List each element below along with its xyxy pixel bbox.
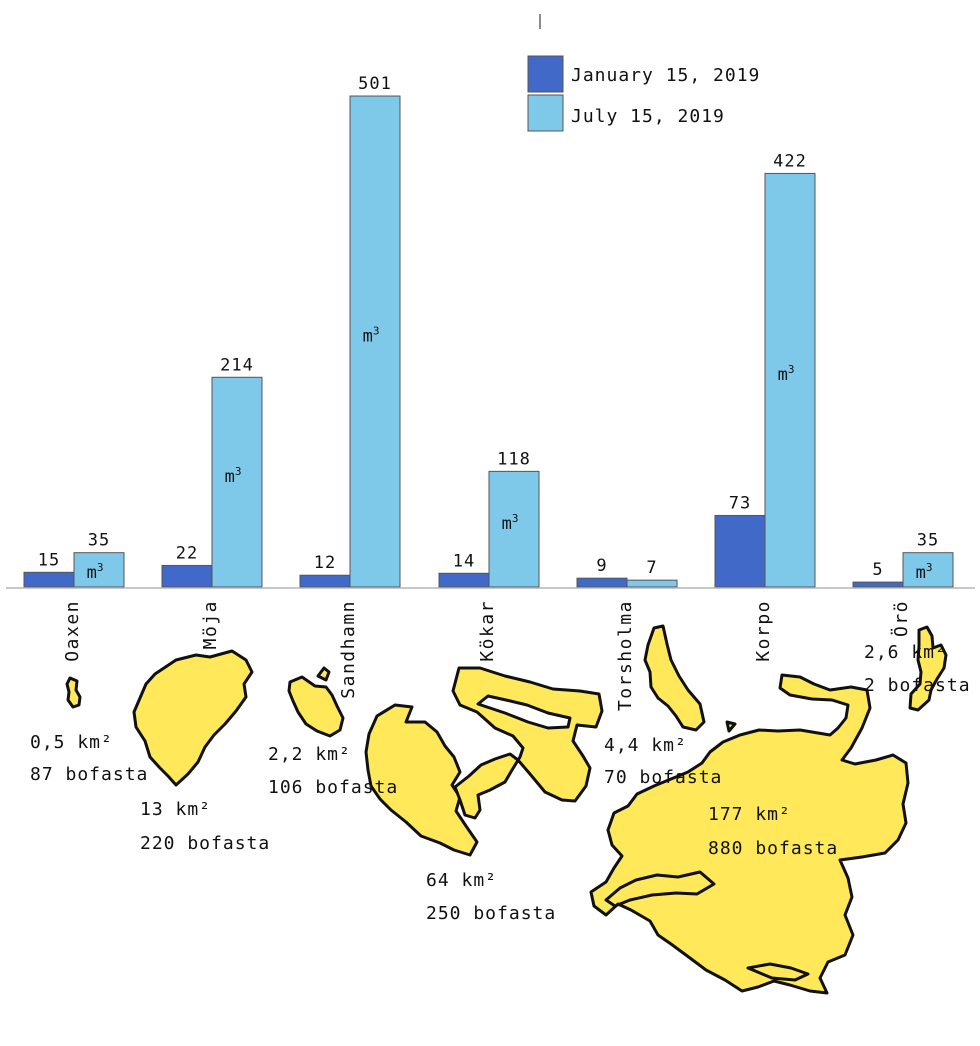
category-label-oaxen: Oaxen [62,600,83,662]
island-area-oro: 2,6 km² [864,642,947,663]
bar-möja-july [211,376,263,588]
island-area-korpo: 177 km² [708,804,791,825]
labels-layer: 1535m3Oaxen22214m3Möja12501m3Sandhamn141… [38,74,939,711]
island-residents-moja: 220 bofasta [140,833,270,854]
island-oro-shape [908,625,948,712]
island-residents-oaxen: 87 bofasta [30,764,148,785]
data-label-torsholma-january: 9 [596,556,607,576]
island-korpo-shape [589,673,910,995]
island-oaxen-shape [65,676,82,709]
data-label-örö-july: 35 [917,531,939,551]
bar-örö-january [852,581,904,588]
data-label-sandhamn-january: 12 [314,553,336,573]
bar-kökar-july [488,470,540,588]
island-area-moja: 13 km² [140,799,211,820]
island-residents-sandhamn: 106 bofasta [268,777,398,798]
bar-kökar-january [438,572,490,588]
island-residents-kokar: 250 bofasta [426,903,556,924]
data-label-kökar-january: 14 [453,551,475,571]
bar-torsholma-july [626,579,678,588]
bar-sandhamn-july [349,95,401,588]
island-area-kokar: 64 km² [426,870,497,891]
island-sandhamn-shape [287,666,345,738]
category-label-möja: Möja [200,600,221,649]
bar-sandhamn-january [299,574,351,588]
island-annotations: 0,5 km² 87 bofasta 13 km² 220 bofasta 2,… [30,642,971,924]
bar-korpo-january [714,514,766,588]
data-label-möja-january: 22 [176,543,198,563]
category-label-örö: Örö [890,600,912,637]
data-label-möja-july: 214 [220,355,254,375]
bars-layer [23,95,954,588]
bar-korpo-july [764,172,816,588]
category-label-korpo: Korpo [753,600,774,662]
data-label-korpo-july: 422 [773,151,807,171]
data-label-oaxen-january: 15 [38,550,60,570]
island-torsholma-shape [643,624,706,732]
bar-oaxen-january [23,571,75,588]
legend-swatch-january [527,55,564,93]
data-label-torsholma-july: 7 [646,558,657,578]
category-label-torsholma: Torsholma [615,600,636,711]
island-moja-shape [132,649,254,787]
island-area-sandhamn: 2,2 km² [268,744,351,765]
data-label-oaxen-july: 35 [88,531,110,551]
category-label-kökar: Kökar [477,600,498,662]
island-kokar-east-shape [451,666,604,820]
island-area-torsholma: 4,4 km² [604,735,687,756]
island-residents-oro: 2 bofasta [864,675,971,696]
island-kokar-west-shape [364,703,479,857]
bar-torsholma-january [576,577,628,588]
legend-swatch-july [527,94,564,132]
island-residents-torsholma: 70 bofasta [604,767,722,788]
bar-möja-january [161,564,213,588]
legend: January 15, 2019 July 15, 2019 [527,55,760,132]
bar-oaxen-july [73,552,125,588]
data-label-korpo-january: 73 [729,493,751,513]
data-label-örö-january: 5 [872,560,883,580]
island-map [65,624,948,995]
bar-örö-july [902,552,954,588]
data-label-sandhamn-july: 501 [358,74,392,94]
island-area-oaxen: 0,5 km² [30,732,113,753]
island-residents-korpo: 880 bofasta [708,838,838,859]
category-label-sandhamn: Sandhamn [338,600,359,699]
legend-label-january: January 15, 2019 [571,65,760,86]
data-label-kökar-july: 118 [497,449,531,469]
legend-label-july: July 15, 2019 [571,106,725,127]
